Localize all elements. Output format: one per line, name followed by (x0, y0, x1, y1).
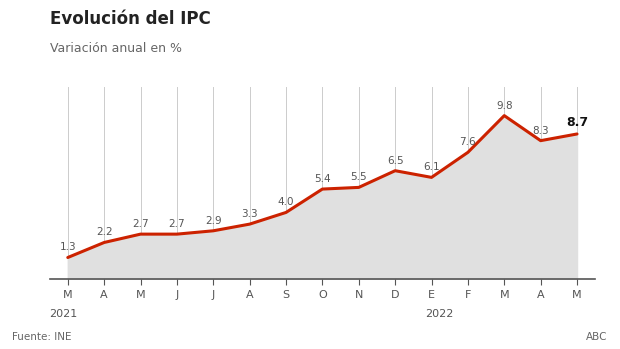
Text: 2022: 2022 (425, 309, 453, 319)
Text: 2.7: 2.7 (169, 219, 185, 229)
Text: 9.8: 9.8 (496, 101, 513, 111)
Text: 1.3: 1.3 (60, 243, 76, 252)
Text: Evolución del IPC: Evolución del IPC (50, 10, 210, 29)
Text: Variación anual en %: Variación anual en % (50, 42, 182, 55)
Text: 6.5: 6.5 (387, 156, 404, 166)
Text: 2021: 2021 (50, 309, 78, 319)
Text: 6.1: 6.1 (423, 162, 440, 172)
Text: 5.5: 5.5 (350, 172, 367, 183)
Text: 8.3: 8.3 (533, 126, 549, 136)
Text: 2.9: 2.9 (205, 216, 221, 226)
Text: ABC: ABC (586, 332, 608, 342)
Text: 3.3: 3.3 (241, 209, 258, 219)
Text: Fuente: INE: Fuente: INE (12, 332, 72, 342)
Text: 7.6: 7.6 (459, 138, 476, 147)
Text: 2.7: 2.7 (132, 219, 149, 229)
Text: 5.4: 5.4 (314, 174, 330, 184)
Text: 2.2: 2.2 (96, 228, 112, 237)
Text: 4.0: 4.0 (278, 198, 294, 207)
Text: 8.7: 8.7 (566, 116, 588, 129)
